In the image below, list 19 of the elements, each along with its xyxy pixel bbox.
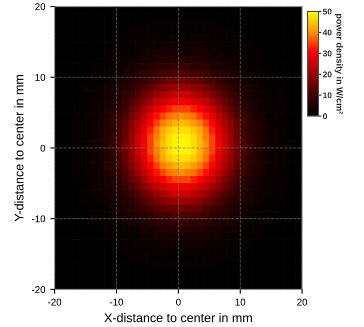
color-bar-label: 20 bbox=[322, 71, 332, 78]
color-bar-label: 50 bbox=[322, 8, 332, 15]
color-bar-label: 10 bbox=[323, 92, 332, 98]
x-axis-title: X-distance to center in mm bbox=[104, 313, 252, 322]
x-tick-label: -20 bbox=[48, 298, 62, 306]
y-tick-label: 10 bbox=[36, 74, 46, 81]
color-bar-label: 40 bbox=[322, 30, 332, 36]
color-bar-label: 30 bbox=[322, 50, 332, 56]
y-tick-label: -10 bbox=[32, 215, 46, 222]
x-tick-label: 20 bbox=[297, 298, 308, 306]
x-tick-label: 10 bbox=[236, 298, 246, 306]
y-axis-title: Y-distance to center in mm bbox=[14, 75, 24, 222]
y-tick-label: -20 bbox=[32, 286, 46, 294]
x-tick-label: -10 bbox=[110, 298, 124, 306]
x-tick-label: 0 bbox=[176, 298, 181, 306]
color-bar-title: power density in W/cm² bbox=[334, 14, 344, 114]
y-tick-label: 0 bbox=[40, 144, 46, 152]
color-bar-label: 0 bbox=[322, 113, 327, 120]
y-tick-label: 20 bbox=[35, 3, 46, 10]
